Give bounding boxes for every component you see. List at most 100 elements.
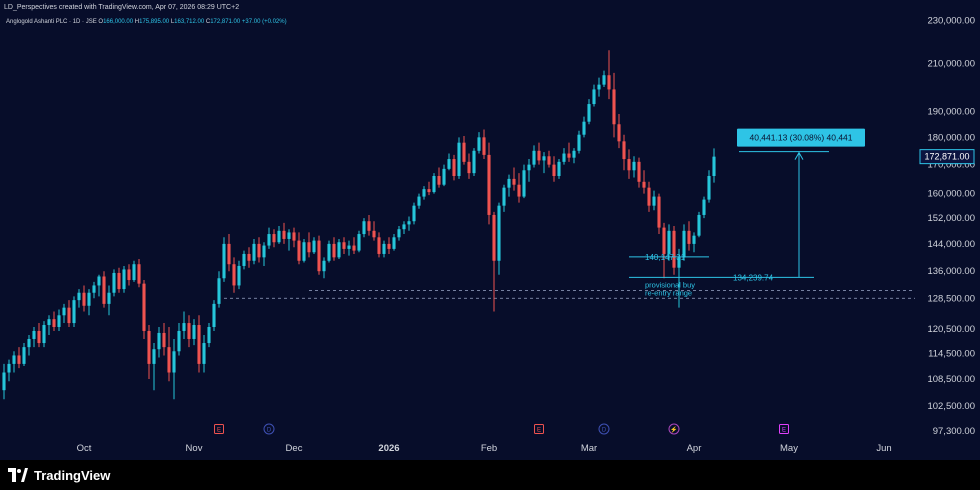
candle-body xyxy=(157,332,161,350)
candle-body xyxy=(72,300,76,324)
note-label: re-entry range xyxy=(645,288,692,297)
candle-body xyxy=(67,307,71,324)
candle-body xyxy=(652,196,656,206)
candle-body xyxy=(692,235,696,244)
candle-body xyxy=(357,234,361,251)
event-marker-letter: D xyxy=(602,428,607,434)
candle-body xyxy=(702,199,706,215)
candle-body xyxy=(437,176,441,185)
candle-body xyxy=(457,142,461,177)
ohlc-values: O166,000.00 H175,895.00 L163,712.00 C172… xyxy=(98,19,287,25)
candle-body xyxy=(2,372,6,391)
candle-body xyxy=(97,276,101,286)
candle-body xyxy=(712,156,716,177)
candle-body xyxy=(612,89,616,125)
symbol-ohlc-line: Anglogold Ashanti PLC · 1D · JSE O166,00… xyxy=(6,19,287,25)
x-tick-label: Mar xyxy=(581,443,597,454)
candle-body xyxy=(347,245,351,249)
candle-body xyxy=(427,189,431,193)
candle-body xyxy=(452,159,456,177)
candle-body xyxy=(377,237,381,254)
candle-body xyxy=(637,161,641,182)
candle-body xyxy=(7,363,11,373)
candle-body xyxy=(32,330,36,339)
candle-body xyxy=(662,227,666,254)
candle-body xyxy=(447,159,451,169)
y-tick-label: 114,500.00 xyxy=(928,348,975,359)
candle-body xyxy=(517,184,521,197)
candle-body xyxy=(152,349,156,364)
y-tick-label: 170,000.00 xyxy=(927,160,975,171)
candle-body xyxy=(542,156,546,161)
candle-body xyxy=(407,221,411,225)
event-marker xyxy=(668,423,680,435)
candle-body xyxy=(137,264,141,284)
candle-body xyxy=(272,234,276,243)
candle-body xyxy=(182,323,186,331)
candle-body xyxy=(127,269,131,281)
candle-body xyxy=(632,161,636,171)
tradingview-brand: TradingView xyxy=(34,467,111,483)
event-marker xyxy=(263,423,275,435)
candle-body xyxy=(77,292,81,301)
candle-body xyxy=(622,141,626,160)
measure-box xyxy=(737,128,865,147)
tradingview-icon xyxy=(8,468,28,482)
candle-body xyxy=(302,242,306,261)
candle-body xyxy=(667,230,671,254)
y-tick-label: 210,000.00 xyxy=(927,59,975,70)
candle-body xyxy=(557,161,561,177)
candle-body xyxy=(507,178,511,188)
candle-body xyxy=(292,232,296,241)
x-tick-label: Jun xyxy=(876,443,891,454)
price-chart[interactable]: 140,147.31 134,239.74 provisional buyre-en… xyxy=(0,0,980,460)
y-tick-label: 102,500.00 xyxy=(927,401,975,412)
candle-body xyxy=(697,214,701,236)
y-tick-label: 152,000.00 xyxy=(927,213,975,224)
candle-body xyxy=(252,243,256,261)
candle-body xyxy=(82,292,86,306)
candle-body xyxy=(237,265,241,286)
measure-arrow-head xyxy=(794,151,804,160)
candle-body xyxy=(417,196,421,206)
candle-body xyxy=(192,325,196,339)
candle-body xyxy=(107,292,111,304)
symbol-name[interactable]: Anglogold Ashanti PLC · 1D · JSE xyxy=(6,19,97,25)
x-tick-label: Dec xyxy=(286,443,303,454)
chart-area[interactable]: 140,147.31 134,239.74 provisional buy re-en… xyxy=(0,0,980,460)
candle-body xyxy=(472,150,476,174)
candle-body xyxy=(672,230,676,268)
level-label: 134,239.74 xyxy=(733,273,774,282)
candle-body xyxy=(477,137,481,151)
candle-body xyxy=(522,170,526,197)
last-price-tag xyxy=(919,149,975,165)
candle-body xyxy=(392,237,396,249)
x-tick-label: Oct xyxy=(77,443,92,454)
event-marker xyxy=(534,424,544,434)
note-label: provisional buy xyxy=(645,280,695,289)
candle-body xyxy=(482,137,486,155)
candle-body xyxy=(677,257,681,268)
x-tick-label: 2026 xyxy=(378,443,399,454)
candle-body xyxy=(707,176,711,200)
candle-body xyxy=(547,156,551,165)
candle-body xyxy=(562,153,566,162)
candle-body xyxy=(567,153,571,158)
change-value: +37.00 (+0.02%) xyxy=(241,19,287,25)
candle-body xyxy=(102,276,106,304)
x-tick-label: Nov xyxy=(186,443,203,454)
candle-body xyxy=(592,89,596,105)
candle-body xyxy=(532,150,536,165)
candle-body xyxy=(47,319,51,326)
candle-body xyxy=(342,242,346,249)
candle-body xyxy=(172,351,176,373)
candle-body xyxy=(642,181,646,188)
candle-body xyxy=(552,164,556,177)
candle-body xyxy=(617,124,621,142)
tradingview-logo[interactable]: TradingView xyxy=(8,468,110,483)
event-marker-letter: ⚡ xyxy=(670,426,677,434)
candle-body xyxy=(287,232,291,239)
candle-body xyxy=(647,187,651,206)
candle-body xyxy=(282,230,286,239)
candle-body xyxy=(682,230,686,258)
